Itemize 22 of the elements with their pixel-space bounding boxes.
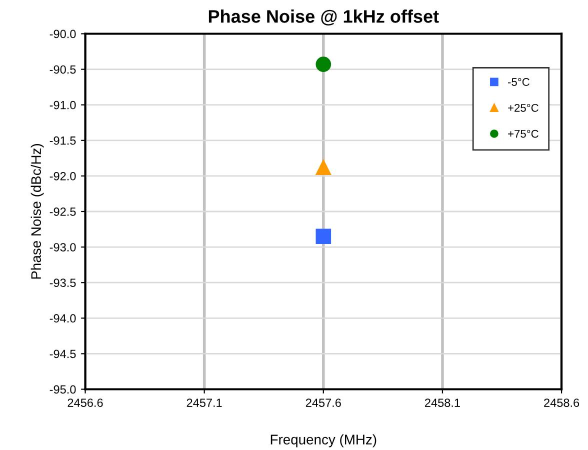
y-axis-title: Phase Noise (dBc/Hz) (30, 144, 44, 279)
x-tick-label: 2458.6 (544, 398, 580, 407)
y-tick-label: -93.0 (50, 243, 76, 252)
y-tick-label: -95.0 (50, 385, 76, 394)
y-tick-label: -91.0 (50, 100, 76, 110)
y-tick-label: -90.0 (50, 30, 76, 38)
legend-label: +75°C (508, 130, 538, 138)
y-tick-label: -92.5 (50, 208, 76, 216)
legend-label: +25°C (508, 104, 538, 112)
x-tick-label: 2457.1 (186, 398, 222, 407)
x-axis-title: Frequency (MHz) (270, 434, 376, 448)
y-tick-label: -93.5 (50, 278, 76, 287)
chart-title: Phase Noise @ 1kHz offset (208, 10, 439, 26)
x-tick-label: 2457.6 (306, 398, 341, 407)
x-tick-label: 2458.1 (425, 398, 460, 407)
legend-label: -5°C (508, 78, 530, 86)
y-tick-label: -94.0 (50, 314, 76, 323)
y-tick-label: -94.5 (50, 350, 76, 358)
x-tick-label: 2456.6 (68, 398, 103, 407)
y-tick-label: -90.5 (50, 65, 76, 74)
y-tick-label: -91.5 (50, 136, 76, 145)
y-tick-label: -92.0 (50, 172, 76, 180)
